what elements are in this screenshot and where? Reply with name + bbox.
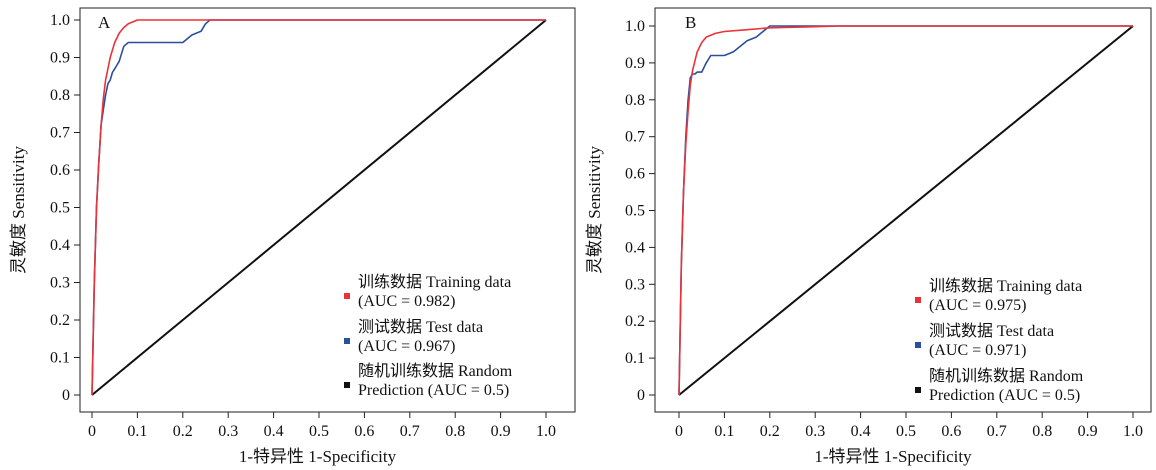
x-tick-label: 0	[675, 423, 683, 440]
x-axis: 0 0.1 0.2 0.3 0.4 0.5 0.6 0.7 0.8 0.9 1.0	[88, 412, 556, 440]
random-roc-line	[678, 25, 1134, 396]
x-tick-label: 0.8	[1032, 423, 1052, 440]
y-tick-label: 0.7	[625, 129, 645, 146]
random-roc-line	[91, 19, 547, 396]
legend-marker	[344, 338, 350, 344]
x-tick-label: 0.2	[760, 423, 780, 440]
roc-panel-b: 0 0.1 0.2 0.3 0.4 0.5 0.6 0.7 0.8 0.9 1.0 0 0.1 0.2 0.…	[580, 0, 1156, 470]
y-tick-label: 0.3	[625, 276, 645, 293]
legend-label: Prediction (AUC = 0.5)	[929, 387, 1080, 404]
legend-marker	[344, 382, 350, 388]
y-tick-label: 0.9	[625, 55, 645, 72]
y-tick-label: 0.3	[50, 275, 70, 292]
y-tick-label: 0.8	[625, 92, 645, 109]
x-tick-label: 0.3	[218, 423, 238, 440]
y-tick-label: 0.8	[50, 87, 70, 104]
y-tick-label: 0.6	[625, 166, 645, 183]
y-axis: 0 0.1 0.2 0.3 0.4 0.5 0.6 0.7 0.8 0.9 1.0	[50, 12, 80, 404]
legend-label: (AUC = 0.967)	[358, 338, 455, 355]
y-tick-label: 0	[637, 387, 645, 404]
y-tick-label: 1.0	[50, 12, 70, 29]
panel-letter: A	[98, 13, 111, 32]
y-tick-label: 0.2	[50, 312, 70, 329]
legend-label: 测试数据 Test data	[358, 318, 483, 336]
x-tick-label: 0.5	[896, 423, 916, 440]
x-tick-label: 0.2	[173, 423, 193, 440]
y-tick-label: 0.1	[50, 350, 70, 367]
roc-panel-a: 0 0.1 0.2 0.3 0.4 0.5 0.6 0.7 0.8 0.9 1.0 0 0.1 0.2 0.…	[9, 7, 576, 466]
x-tick-label: 0.3	[805, 423, 825, 440]
x-tick-label: 0	[88, 423, 96, 440]
legend-marker	[915, 297, 921, 303]
training-roc-line	[678, 25, 1133, 396]
legend-marker	[344, 293, 350, 299]
x-tick-label: 0.4	[851, 423, 871, 440]
plot-frame	[79, 7, 576, 413]
x-tick-label: 1.0	[1123, 423, 1143, 440]
legend: 训练数据 Training data (AUC = 0.975) 测试数据 Test…	[915, 277, 1084, 404]
legend-marker	[915, 387, 921, 393]
y-axis-title: 灵敏度 Sensitivity	[9, 146, 28, 274]
x-tick-label: 1.0	[536, 423, 556, 440]
legend-label: 训练数据 Training data	[358, 273, 511, 291]
x-tick-label: 0.7	[987, 423, 1007, 440]
x-tick-label: 0.1	[127, 423, 147, 440]
x-tick-label: 0.8	[445, 423, 465, 440]
legend-label: 训练数据 Training data	[929, 277, 1082, 295]
x-tick-label: 0.1	[714, 423, 734, 440]
y-tick-label: 1.0	[625, 18, 645, 35]
y-tick-label: 0.1	[625, 350, 645, 367]
x-axis: 0 0.1 0.2 0.3 0.4 0.5 0.6 0.7 0.8 0.9 1.0	[675, 412, 1143, 440]
plot-frame	[654, 7, 1152, 413]
panel-letter: B	[685, 13, 696, 32]
x-tick-label: 0.6	[941, 423, 961, 440]
y-tick-label: 0.4	[625, 239, 645, 256]
y-tick-label: 0.9	[50, 50, 70, 67]
x-tick-label: 0.9	[1078, 423, 1098, 440]
legend-marker	[915, 342, 921, 348]
x-axis-title: 1-特异性 1-Specificity	[814, 447, 972, 466]
y-tick-label: 0.7	[50, 125, 70, 142]
x-tick-label: 0.9	[491, 423, 511, 440]
roc-chart-b: 0 0.1 0.2 0.3 0.4 0.5 0.6 0.7 0.8 0.9 1.0 0 0.1 0.2 0.…	[585, 7, 1152, 466]
y-tick-label: 0.5	[625, 203, 645, 220]
x-axis-title: 1-特异性 1-Specificity	[239, 447, 397, 466]
y-tick-label: 0	[62, 387, 70, 404]
x-tick-label: 0.5	[309, 423, 329, 440]
x-tick-label: 0.4	[264, 423, 284, 440]
y-tick-label: 0.6	[50, 162, 70, 179]
training-roc-line	[91, 19, 546, 396]
y-tick-label: 0.5	[50, 200, 70, 217]
roc-chart-a: 0 0.1 0.2 0.3 0.4 0.5 0.6 0.7 0.8 0.9 1.0 0 0.1 0.2 0.…	[9, 7, 576, 466]
legend-label: (AUC = 0.982)	[358, 293, 455, 310]
y-tick-label: 0.2	[625, 313, 645, 330]
legend-label: 测试数据 Test data	[929, 322, 1054, 340]
x-tick-label: 0.6	[354, 423, 374, 440]
x-tick-label: 0.7	[400, 423, 420, 440]
y-axis: 0 0.1 0.2 0.3 0.4 0.5 0.6 0.7 0.8 0.9 1.0	[625, 18, 655, 404]
legend-label: 随机训练数据 Random	[358, 362, 513, 380]
legend-label: (AUC = 0.975)	[929, 297, 1026, 314]
legend: 训练数据 Training data (AUC = 0.982) 测试数据 Test…	[344, 273, 513, 399]
legend-label: Prediction (AUC = 0.5)	[358, 382, 509, 399]
y-tick-label: 0.4	[50, 237, 70, 254]
legend-label: (AUC = 0.971)	[929, 342, 1026, 359]
legend-label: 随机训练数据 Random	[929, 367, 1084, 385]
y-axis-title: 灵敏度 Sensitivity	[585, 146, 604, 274]
